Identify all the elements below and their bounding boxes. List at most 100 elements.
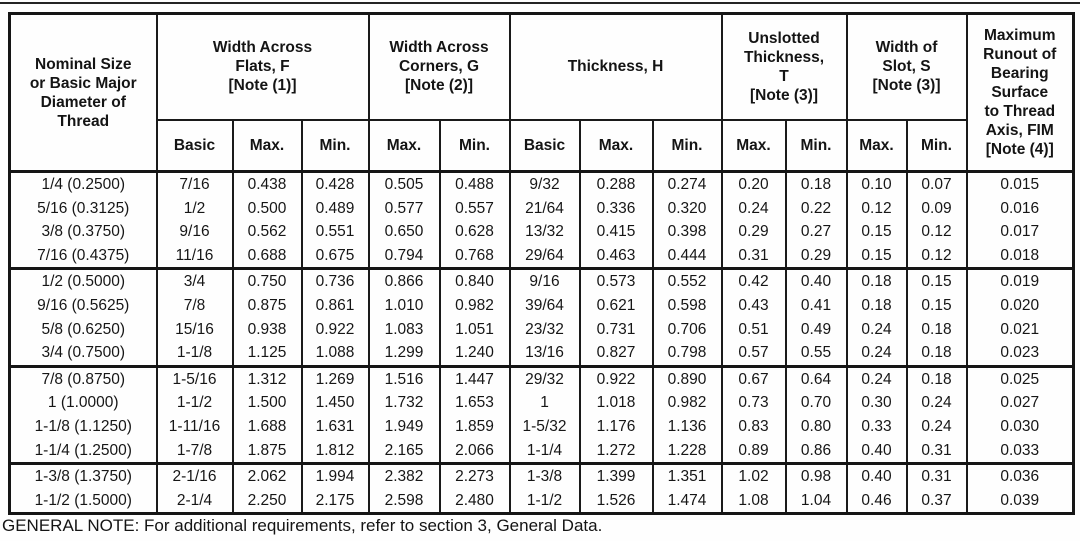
- value-cell: 1.018: [578, 391, 654, 415]
- value-cell: 0.40: [784, 267, 848, 294]
- value-cell: 0.551: [300, 220, 370, 244]
- value-cell: 0.40: [845, 462, 908, 489]
- value-cell: 11/16: [155, 243, 234, 269]
- value-cell: 29/64: [508, 243, 581, 269]
- value-cell: 0.18: [905, 341, 968, 367]
- value-cell: 0.10: [845, 171, 908, 197]
- value-cell: 0.750: [231, 267, 303, 294]
- value-cell: 1.859: [438, 414, 511, 439]
- value-cell: 3/4: [155, 267, 234, 294]
- value-cell: 1.010: [367, 293, 441, 318]
- value-cell: 1.653: [438, 391, 511, 415]
- value-cell: 1-1/2: [508, 488, 581, 514]
- value-cell: 0.31: [905, 462, 968, 489]
- value-cell: 0.24: [905, 414, 968, 439]
- value-cell: 0.463: [578, 243, 654, 269]
- value-cell: 1.526: [578, 488, 654, 514]
- value-cell: 13/16: [508, 341, 581, 367]
- value-cell: 0.866: [367, 267, 441, 294]
- value-cell: 0.675: [300, 243, 370, 269]
- value-cell: 0.09: [905, 196, 968, 221]
- value-cell: 0.415: [578, 220, 654, 244]
- value-cell: 0.650: [367, 220, 441, 244]
- subheader-thickness-max: Max.: [578, 118, 654, 173]
- value-cell: 1.269: [300, 364, 370, 392]
- value-cell: 1.312: [231, 364, 303, 392]
- value-cell: 0.67: [720, 364, 787, 392]
- value-cell: 0.86: [784, 438, 848, 464]
- value-cell: 0.982: [651, 391, 723, 415]
- value-cell: 0.57: [720, 341, 787, 367]
- value-cell: 0.922: [300, 317, 370, 342]
- value-cell: 0.73: [720, 391, 787, 415]
- subheader-thickness-min: Min.: [651, 118, 723, 173]
- header-width-across-flats: Width Across Flats, F [Note (1)]: [155, 12, 370, 121]
- value-cell: 0.22: [784, 196, 848, 221]
- value-cell: 1.08: [720, 488, 787, 514]
- value-cell: 0.07: [905, 171, 968, 197]
- value-cell: 0.505: [367, 171, 441, 197]
- value-cell: 0.41: [784, 293, 848, 318]
- subheader-corners-min: Min.: [438, 118, 511, 173]
- value-cell: 0.794: [367, 243, 441, 269]
- value-cell: 0.768: [438, 243, 511, 269]
- value-cell: 0.875: [231, 293, 303, 318]
- value-cell: 0.80: [784, 414, 848, 439]
- nominal-size-cell: 1-1/8 (1.1250): [8, 414, 158, 439]
- value-cell: 0.12: [905, 243, 968, 269]
- value-cell: 0.33: [845, 414, 908, 439]
- value-cell: 0.027: [965, 391, 1075, 415]
- value-cell: 21/64: [508, 196, 581, 221]
- table-row: 7/16 (0.4375) 11/16 0.688 0.675 0.794 0.768 29…: [8, 243, 1075, 269]
- nominal-size-cell: 1 (1.0000): [8, 391, 158, 415]
- table-row: 1/4 (0.2500) 7/16 0.438 0.428 0.505 0.488 9/32…: [8, 171, 1075, 197]
- value-cell: 2.165: [367, 438, 441, 464]
- value-cell: 9/16: [155, 220, 234, 244]
- header-max-runout: Maximum Runout of Bearing Surface to Thr…: [965, 12, 1075, 173]
- value-cell: 0.840: [438, 267, 511, 294]
- nominal-size-cell: 3/4 (0.7500): [8, 341, 158, 367]
- value-cell: 1-5/16: [155, 364, 234, 392]
- table-body: 1/4 (0.2500) 7/16 0.438 0.428 0.505 0.488 9/32…: [8, 171, 1075, 514]
- value-cell: 0.31: [720, 243, 787, 269]
- value-cell: 0.398: [651, 220, 723, 244]
- table-header: Nominal Size or Basic Major Diameter of …: [8, 12, 1075, 173]
- header-width-across-corners: Width Across Corners, G [Note (2)]: [367, 12, 511, 121]
- header-thickness: Thickness, H: [508, 12, 723, 121]
- nominal-size-cell: 1/4 (0.2500): [8, 171, 158, 197]
- value-cell: 0.025: [965, 364, 1075, 392]
- value-cell: 15/16: [155, 317, 234, 342]
- value-cell: 0.030: [965, 414, 1075, 439]
- value-cell: 1.688: [231, 414, 303, 439]
- value-cell: 0.20: [720, 171, 787, 197]
- nominal-size-cell: 5/16 (0.3125): [8, 196, 158, 221]
- table-row: 7/8 (0.8750) 1-5/16 1.312 1.269 1.516 1.447 29…: [8, 364, 1075, 392]
- value-cell: 0.37: [905, 488, 968, 514]
- value-cell: 1.631: [300, 414, 370, 439]
- value-cell: 0.018: [965, 243, 1075, 269]
- value-cell: 0.42: [720, 267, 787, 294]
- value-cell: 0.552: [651, 267, 723, 294]
- value-cell: 2.062: [231, 462, 303, 489]
- value-cell: 0.039: [965, 488, 1075, 514]
- value-cell: 0.18: [845, 293, 908, 318]
- value-cell: 1.500: [231, 391, 303, 415]
- value-cell: 0.444: [651, 243, 723, 269]
- value-cell: 0.036: [965, 462, 1075, 489]
- value-cell: 2.382: [367, 462, 441, 489]
- table-row: 1-1/4 (1.2500) 1-7/8 1.875 1.812 2.165 2.066 1…: [8, 438, 1075, 464]
- value-cell: 1.351: [651, 462, 723, 489]
- value-cell: 0.489: [300, 196, 370, 221]
- value-cell: 1.088: [300, 341, 370, 367]
- value-cell: 7/16: [155, 171, 234, 197]
- value-cell: 2.175: [300, 488, 370, 514]
- value-cell: 2-1/16: [155, 462, 234, 489]
- value-cell: 1.051: [438, 317, 511, 342]
- value-cell: 0.598: [651, 293, 723, 318]
- value-cell: 0.55: [784, 341, 848, 367]
- value-cell: 1-11/16: [155, 414, 234, 439]
- value-cell: 0.83: [720, 414, 787, 439]
- value-cell: 0.12: [845, 196, 908, 221]
- value-cell: 0.43: [720, 293, 787, 318]
